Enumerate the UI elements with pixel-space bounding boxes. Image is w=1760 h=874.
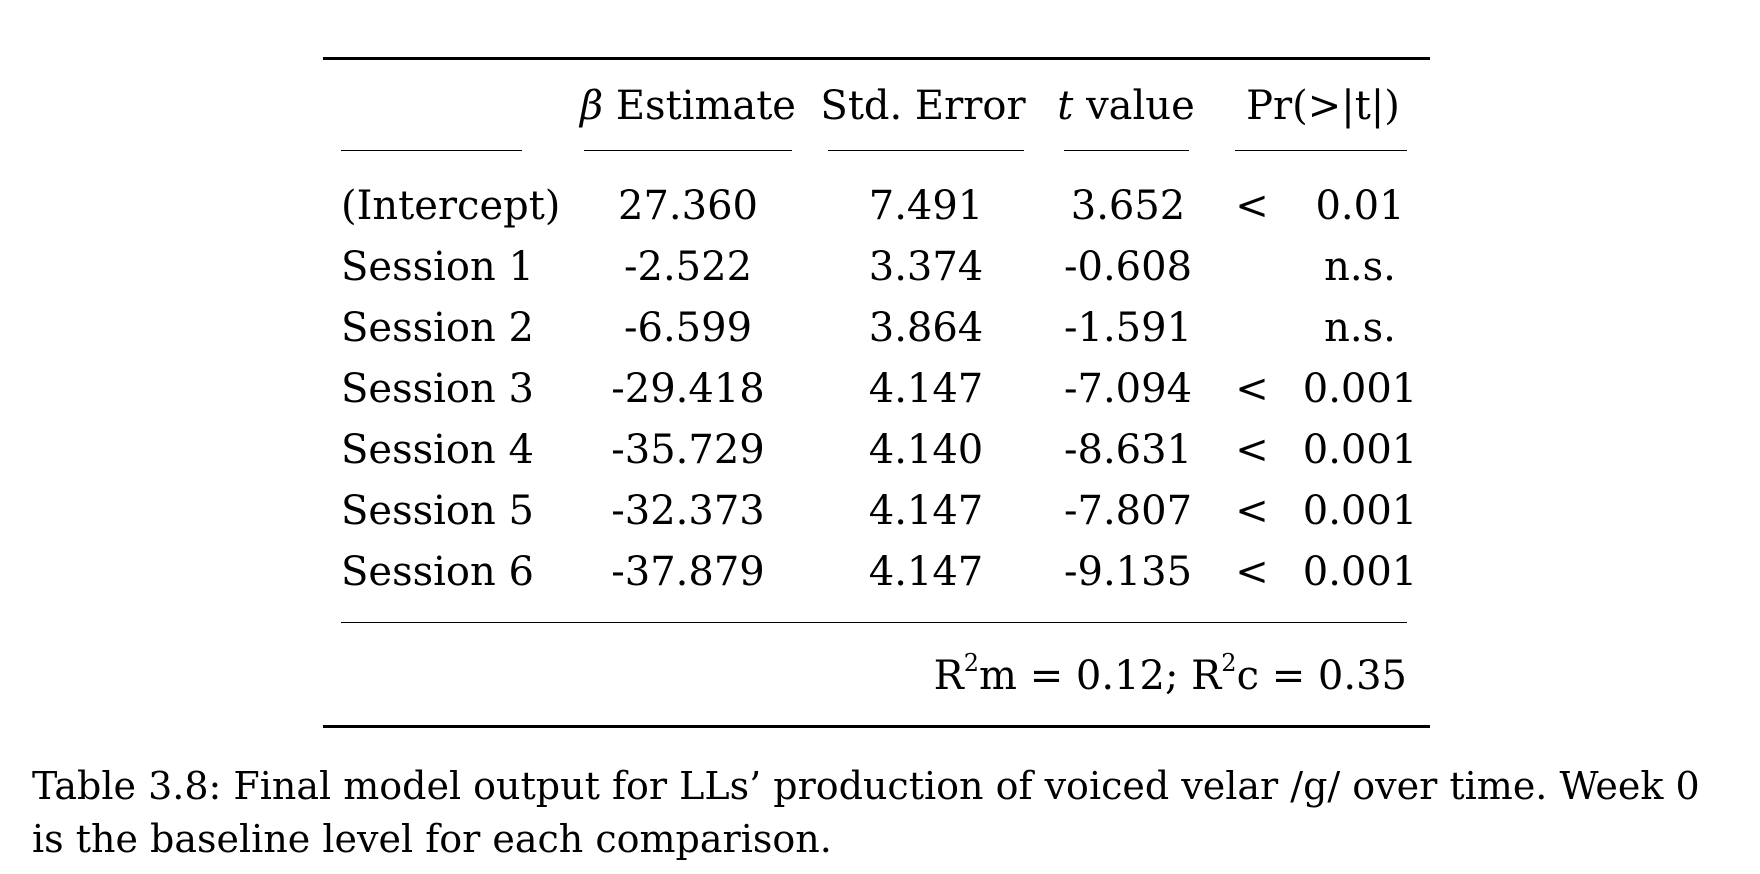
row-std-error: 7.491	[868, 183, 984, 229]
row-estimate: -29.418	[611, 366, 765, 412]
row-estimate: -32.373	[611, 488, 765, 534]
row-t-value: 3.652	[1070, 183, 1186, 229]
row-p-value: 0.001	[1302, 549, 1418, 595]
top-rule	[323, 57, 1430, 60]
regression-table: β Estimate Std. Error t value Pr(>|t|) (…	[323, 57, 1430, 730]
row-predictor: Session 3	[341, 366, 534, 412]
header-estimate-label: Estimate	[615, 83, 796, 129]
header-underline-estimate	[584, 150, 792, 151]
bottom-rule	[323, 725, 1430, 728]
header-underline-pr	[1235, 150, 1407, 151]
row-lt-sign: <	[1235, 549, 1269, 595]
row-t-value: -1.591	[1063, 305, 1193, 351]
row-estimate: 27.360	[618, 183, 758, 229]
r2m-superscript: 2	[963, 649, 980, 677]
row-std-error: 4.147	[868, 366, 984, 412]
row-predictor: Session 2	[341, 305, 534, 351]
caption-text: Final model output for LLs’ production o…	[32, 764, 1700, 861]
row-std-error: 4.147	[868, 549, 984, 595]
row-p-value: 0.01	[1315, 183, 1405, 229]
row-estimate: -2.522	[623, 244, 753, 290]
model-fit-stats: R2m = 0.12; R2c = 0.35	[933, 649, 1407, 700]
row-p-value: n.s.	[1324, 244, 1396, 290]
row-predictor: Session 4	[341, 427, 534, 473]
row-lt-sign: <	[1235, 183, 1269, 229]
row-p-value: n.s.	[1324, 305, 1396, 351]
row-estimate: -37.879	[611, 549, 765, 595]
r2c-value: c = 0.35	[1236, 653, 1407, 699]
header-underline-t-value	[1064, 150, 1189, 151]
row-t-value: -9.135	[1063, 549, 1193, 595]
header-estimate: β Estimate	[580, 82, 796, 130]
row-p-value: 0.001	[1302, 427, 1418, 473]
row-t-value: -8.631	[1063, 427, 1193, 473]
row-std-error: 3.864	[868, 305, 984, 351]
r2m-value: m = 0.12; R	[979, 653, 1222, 699]
row-t-value: -0.608	[1063, 244, 1193, 290]
header-underline-predictor	[341, 150, 522, 151]
header-std-error: Std. Error	[820, 83, 1026, 129]
header-t-value: t value	[1057, 82, 1194, 130]
table-caption: Table 3.8: Final model output for LLs’ pr…	[32, 760, 1732, 866]
row-estimate: -35.729	[611, 427, 765, 473]
row-t-value: -7.807	[1063, 488, 1193, 534]
row-estimate: -6.599	[623, 305, 753, 351]
t-symbol: t	[1057, 83, 1074, 129]
row-std-error: 3.374	[868, 244, 984, 290]
beta-symbol: β	[580, 83, 604, 129]
row-lt-sign: <	[1235, 366, 1269, 412]
row-lt-sign: <	[1235, 488, 1269, 534]
row-predictor: Session 1	[341, 244, 534, 290]
row-p-value: 0.001	[1302, 366, 1418, 412]
r2m-label: R	[933, 653, 964, 699]
r2c-superscript: 2	[1221, 649, 1237, 677]
row-predictor: Session 6	[341, 549, 534, 595]
header-pr: Pr(>|t|)	[1246, 83, 1400, 129]
row-std-error: 4.147	[868, 488, 984, 534]
row-std-error: 4.140	[868, 427, 984, 473]
row-t-value: -7.094	[1063, 366, 1193, 412]
row-predictor: Session 5	[341, 488, 534, 534]
row-lt-sign: <	[1235, 427, 1269, 473]
body-bottom-rule	[341, 622, 1407, 623]
row-p-value: 0.001	[1302, 488, 1418, 534]
caption-label: Table 3.8:	[32, 764, 222, 808]
header-t-value-label: value	[1086, 83, 1195, 129]
row-predictor: (Intercept)	[341, 183, 561, 229]
header-underline-std-error	[828, 150, 1024, 151]
